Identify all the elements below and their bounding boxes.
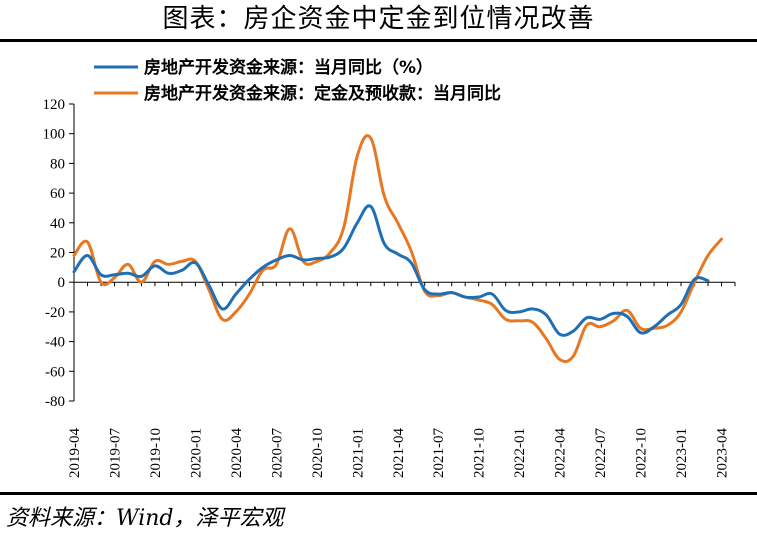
- y-tick-label: -80: [45, 394, 65, 410]
- y-tick-label: 20: [50, 246, 65, 262]
- y-tick-label: 40: [50, 216, 65, 232]
- x-tick-label: 2022-04: [553, 428, 569, 478]
- y-tick-label: -40: [45, 335, 65, 351]
- series-line-deposits-prepayments: [72, 134, 724, 364]
- x-tick-label: 2022-07: [593, 428, 609, 478]
- chart-title: 图表：房企资金中定金到位情况改善: [162, 4, 595, 34]
- y-tick-label: 60: [50, 186, 65, 202]
- legend-label: 房地产开发资金来源：当月同比（%）: [144, 57, 433, 78]
- series-line-total-funding: [72, 204, 710, 337]
- x-tick-label: 2020-07: [269, 428, 285, 478]
- x-tick-label: 2021-01: [350, 428, 366, 478]
- x-tick-label: 2020-04: [229, 428, 245, 478]
- x-tick-label: 2020-10: [310, 428, 326, 478]
- y-tick-label: 100: [43, 127, 66, 143]
- x-tick-label: 2022-10: [634, 428, 650, 478]
- title-rule: [0, 39, 757, 42]
- y-tick-label: 80: [50, 156, 65, 172]
- x-tick-label: 2021-10: [472, 428, 488, 478]
- legend-label: 房地产开发资金来源：定金及预收款：当月同比: [144, 83, 501, 104]
- source-rule: [0, 492, 757, 495]
- x-tick-label: 2023-01: [674, 428, 690, 478]
- x-tick-label: 2019-10: [148, 428, 164, 478]
- y-tick-label: 0: [58, 275, 66, 291]
- x-tick-label: 2021-04: [391, 428, 407, 478]
- x-tick-label: 2022-01: [512, 428, 528, 478]
- x-tick-label: 2019-07: [107, 428, 123, 478]
- x-tick-label: 2021-07: [431, 428, 447, 478]
- x-tick-label: 2023-04: [715, 428, 731, 478]
- y-tick-label: -60: [45, 364, 65, 380]
- source-note: 资料来源：Wind，泽平宏观: [6, 506, 284, 531]
- x-tick-label: 2019-04: [67, 428, 83, 478]
- y-tick-label: 120: [43, 97, 66, 113]
- x-tick-label: 2020-01: [188, 428, 204, 478]
- y-tick-label: -20: [45, 305, 65, 321]
